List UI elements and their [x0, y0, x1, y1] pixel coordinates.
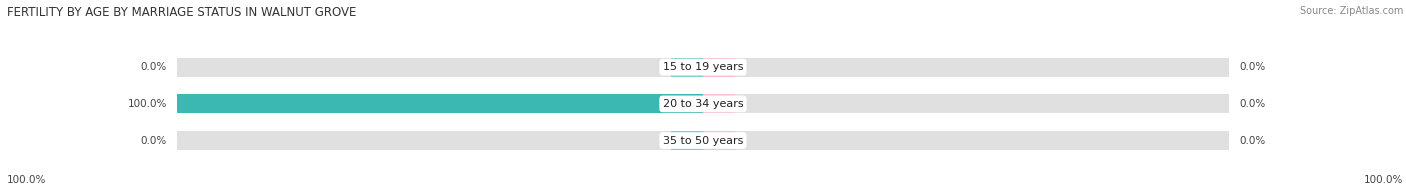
Text: 35 to 50 years: 35 to 50 years: [662, 136, 744, 146]
Bar: [703, 94, 734, 113]
Text: 100.0%: 100.0%: [7, 175, 46, 185]
Text: 15 to 19 years: 15 to 19 years: [662, 62, 744, 72]
Text: 0.0%: 0.0%: [141, 62, 167, 72]
Text: FERTILITY BY AGE BY MARRIAGE STATUS IN WALNUT GROVE: FERTILITY BY AGE BY MARRIAGE STATUS IN W…: [7, 6, 356, 19]
Bar: [177, 94, 703, 113]
Bar: [177, 58, 703, 77]
Bar: [703, 131, 734, 150]
Bar: [703, 131, 1229, 150]
Text: Source: ZipAtlas.com: Source: ZipAtlas.com: [1299, 6, 1403, 16]
Text: 0.0%: 0.0%: [1239, 99, 1265, 109]
Text: 0.0%: 0.0%: [141, 136, 167, 146]
Text: 0.0%: 0.0%: [1239, 62, 1265, 72]
Bar: [672, 131, 703, 150]
Text: 20 to 34 years: 20 to 34 years: [662, 99, 744, 109]
Bar: [177, 94, 703, 113]
Bar: [703, 58, 734, 77]
Bar: [177, 131, 703, 150]
Text: 0.0%: 0.0%: [1239, 136, 1265, 146]
Bar: [703, 58, 1229, 77]
Bar: [703, 94, 1229, 113]
Text: 100.0%: 100.0%: [128, 99, 167, 109]
Bar: [672, 58, 703, 77]
Text: 100.0%: 100.0%: [1364, 175, 1403, 185]
